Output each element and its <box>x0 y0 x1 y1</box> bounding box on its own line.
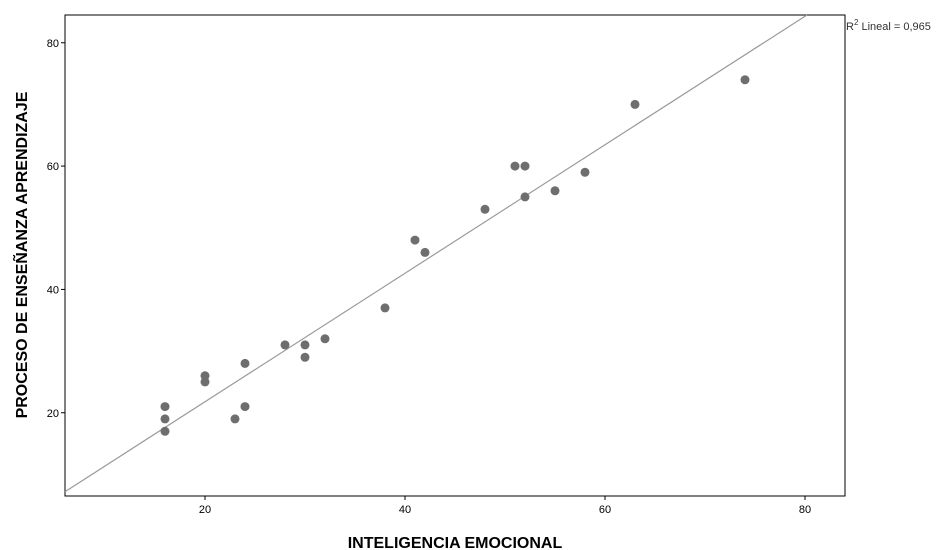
data-point <box>520 161 530 171</box>
data-point <box>740 75 750 85</box>
x-tick-label: 40 <box>399 504 411 516</box>
plot-area <box>64 14 846 497</box>
y-axis-ticks: 20 40 60 80 <box>47 38 65 420</box>
y-tick-label: 80 <box>47 38 59 50</box>
data-point <box>200 377 210 387</box>
y-axis-title: PROCESO DE ENSEÑANZA APRENDIZAJE <box>11 91 31 418</box>
y-tick-label: 40 <box>47 284 59 296</box>
data-point <box>240 358 250 368</box>
data-point <box>160 414 170 424</box>
data-point <box>480 204 490 214</box>
data-point <box>550 186 560 196</box>
x-axis-title: INTELIGENCIA EMOCIONAL <box>348 535 563 550</box>
regression-line <box>64 14 808 493</box>
data-point <box>380 303 390 313</box>
x-tick-label: 20 <box>199 504 211 516</box>
x-tick-label: 60 <box>599 504 611 516</box>
r-squared-label: R2 Lineal = 0,965 <box>846 18 931 33</box>
data-point <box>630 99 640 109</box>
data-point <box>160 426 170 436</box>
data-point <box>510 161 520 171</box>
data-point <box>300 340 310 350</box>
data-point <box>320 334 330 344</box>
data-point <box>230 414 240 424</box>
data-point <box>420 247 430 257</box>
x-tick-label: 80 <box>799 504 811 516</box>
data-point <box>280 340 290 350</box>
x-axis-ticks: 20 40 60 80 <box>199 496 811 516</box>
data-points <box>160 75 750 436</box>
y-tick-label: 60 <box>47 161 59 173</box>
data-point <box>160 402 170 412</box>
data-point <box>580 167 590 177</box>
data-point <box>520 192 530 202</box>
data-point <box>300 352 310 362</box>
plot-frame <box>64 14 846 497</box>
data-point <box>410 235 420 245</box>
y-tick-label: 20 <box>47 408 59 420</box>
data-point <box>240 402 250 412</box>
